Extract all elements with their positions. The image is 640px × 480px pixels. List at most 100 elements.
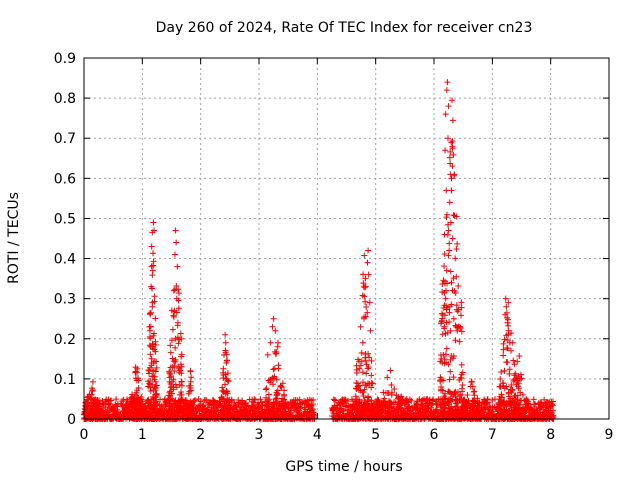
data-point [514,358,521,365]
data-point [456,338,463,345]
data-point [439,331,446,338]
data-point [251,396,258,403]
data-point [264,351,271,358]
x-tick-label: 5 [371,427,380,443]
data-point [442,111,449,118]
data-point [450,315,457,322]
data-point [95,405,102,412]
data-point [170,312,177,319]
y-tick-label: 0.7 [54,131,76,147]
data-point [498,368,505,375]
data-point [245,403,252,410]
data-point [446,154,453,161]
plot-frame [83,57,610,420]
data-point [270,366,277,373]
data-point [350,398,357,405]
data-point [448,187,455,194]
data-point [548,401,555,408]
data-point [446,240,453,247]
data-point [364,259,371,266]
y-axis-label: ROTI / TECUs [6,192,22,284]
data-series-roti [81,79,557,422]
data-point [177,330,184,337]
data-point [505,322,512,329]
data-point [482,405,489,412]
data-point [367,327,374,334]
data-point [175,340,182,347]
data-point [119,398,126,405]
data-point [169,355,176,362]
x-tick-label: 2 [196,427,205,443]
data-point [464,392,471,399]
x-tick-label: 3 [255,427,264,443]
data-point [452,337,459,344]
data-point [352,393,359,400]
data-point [170,313,177,320]
data-point [440,277,447,284]
data-point [380,389,387,396]
data-point [408,397,415,404]
x-tick-label: 1 [138,427,147,443]
data-point [443,87,450,94]
data-point [443,267,450,274]
data-point [454,240,461,247]
data-point [257,396,264,403]
data-point [449,138,456,145]
data-point [146,367,153,374]
data-point [310,396,317,403]
data-point [361,252,368,259]
data-point [149,272,156,279]
data-point [263,385,270,392]
data-point [258,399,265,406]
y-tick-label: 0.5 [54,211,76,227]
data-point [222,339,229,346]
data-point [506,366,513,373]
data-point [448,139,455,146]
data-point [147,311,154,318]
data-point [469,405,476,412]
y-tick-label: 0.9 [54,51,76,67]
data-point [274,343,281,350]
data-point [434,406,441,413]
data-point [489,397,496,404]
data-point [174,263,181,270]
data-point [222,331,229,338]
data-point [113,396,120,403]
data-point [451,390,458,397]
data-point [458,361,465,368]
data-point [447,171,454,178]
data-point [501,367,508,374]
data-point [172,227,179,234]
data-point [353,362,360,369]
data-point [374,398,381,405]
y-tick-label: 0.1 [54,372,76,388]
data-point [459,381,466,388]
data-point [148,243,155,250]
data-point [272,395,279,402]
x-tick-label: 8 [546,427,555,443]
data-point [358,349,365,356]
grid-lines [84,58,609,419]
data-point [252,396,259,403]
data-point [452,255,459,262]
data-point [171,286,178,293]
data-point [147,309,154,316]
data-point [297,405,304,412]
data-point [510,357,517,364]
data-point [147,351,154,358]
data-point [503,359,510,366]
data-point [150,219,157,226]
data-point [153,358,160,365]
data-point [149,303,156,310]
x-tick-label: 6 [430,427,439,443]
data-point [337,409,344,416]
data-point [204,407,211,414]
data-point [365,271,372,278]
y-tick-label: 0.2 [54,332,76,348]
data-point [445,103,452,110]
data-point [332,397,339,404]
data-point [511,361,518,368]
chart-title: Day 260 of 2024, Rate Of TEC Index for r… [156,20,533,36]
data-point [176,391,183,398]
